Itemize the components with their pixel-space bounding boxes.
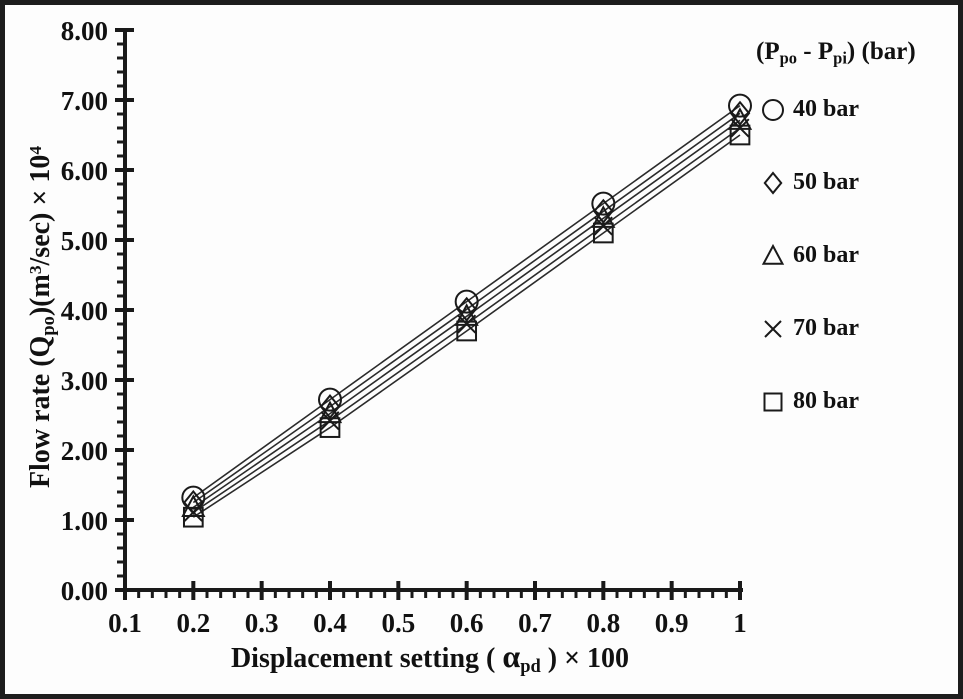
legend-item-label: 70 bar (793, 315, 859, 341)
legend-item-label: 40 bar (793, 96, 859, 122)
legend: (Ppo - Ppi) (bar) 40 bar 50 bar 60 bar 70 b… (756, 38, 956, 414)
y-tick-label: 4.00 (61, 296, 108, 326)
legend-title: (Ppo - Ppi) (bar) (756, 38, 916, 68)
cross-marker-icon (730, 118, 750, 138)
diamond-marker-icon (763, 170, 783, 195)
y-tick-label: 7.00 (61, 86, 108, 116)
x-axis-title: Displacement setting ( αpd ) × 100 (230, 638, 630, 677)
axis-lines (123, 28, 743, 592)
circle-marker-icon (728, 93, 752, 118)
legend-item-label: 80 bar (793, 388, 859, 414)
x-tick-label: 0.5 (381, 608, 415, 638)
legend-item-80-bar: 80 bar (760, 365, 859, 438)
square-marker-icon (592, 222, 614, 244)
y-axis-title-subscript: po (37, 316, 58, 336)
cross-legend-icon (764, 319, 782, 338)
legend-item-label: 50 bar (793, 169, 859, 195)
y-tick-label: 8.00 (61, 16, 108, 46)
circle-marker-icon (318, 387, 342, 412)
series-line-40-bar (192, 104, 741, 499)
triangle-marker-icon (317, 400, 343, 424)
circle-marker-icon (762, 98, 784, 121)
cross-marker-icon (593, 216, 613, 236)
cross-marker-icon (183, 502, 203, 522)
x-axis-title-text: Displacement setting ( (230, 643, 503, 674)
y-axis-title-text: Flow rate (Q (24, 335, 56, 489)
y-tick-label: 2.00 (61, 436, 108, 466)
diamond-marker-icon (593, 198, 614, 224)
diamond-marker-icon (456, 296, 477, 322)
y-axis-title-superscript-3: 3 (26, 265, 45, 275)
y-tick-label: 6.00 (61, 156, 108, 186)
x-tick-label: 0.9 (655, 608, 689, 638)
x-tick-label: 0.4 (313, 608, 347, 638)
x-tick-label: 0.2 (176, 608, 210, 638)
legend-item-label: 60 bar (793, 242, 859, 268)
diamond-legend-icon (763, 170, 783, 195)
series-line-80-bar (192, 134, 741, 518)
y-tick-label: 0.00 (61, 576, 108, 606)
square-marker-icon (763, 392, 783, 411)
legend-item-40-bar: 40 bar (760, 73, 859, 146)
square-marker-icon (319, 417, 341, 438)
cross-marker-icon (457, 314, 477, 334)
x-tick-label: 0.6 (450, 608, 484, 638)
square-marker-icon (456, 320, 478, 342)
cross-marker-icon (320, 411, 340, 431)
x-tick-label: 0.1 (108, 608, 142, 638)
triangle-marker-icon (761, 243, 785, 265)
x-axis-title-subscript: pd (520, 656, 541, 677)
circle-legend-icon (762, 98, 784, 121)
legend-items: 40 bar 50 bar 60 bar 70 bar 80 bar (760, 73, 859, 438)
x-tick-label: 0.7 (518, 608, 552, 638)
circle-marker-icon (591, 191, 616, 216)
square-marker-icon (729, 124, 751, 146)
x-tick-label: 1 (733, 608, 747, 638)
y-tick-label: 1.00 (61, 506, 108, 536)
legend-item-50-bar: 50 bar (760, 146, 859, 219)
y-tick-label: 5.00 (61, 226, 108, 256)
triangle-legend-icon (761, 243, 785, 265)
y-axis-title: Flow rate (Qpo)(m3/sec) × 104 (24, 145, 58, 489)
diamond-marker-icon (729, 100, 751, 126)
series-line-60-bar (192, 119, 741, 509)
legend-item-60-bar: 60 bar (760, 219, 859, 292)
y-tick-label: 3.00 (61, 366, 108, 396)
y-axis-title-superscript-4: 4 (26, 145, 45, 155)
legend-item-70-bar: 70 bar (760, 292, 859, 365)
cross-marker-icon (764, 319, 782, 338)
series-line-50-bar (192, 112, 741, 504)
alpha-symbol: α (502, 638, 521, 674)
x-tick-label: 0.3 (245, 608, 279, 638)
circle-marker-icon (454, 289, 479, 314)
square-legend-icon (763, 392, 783, 411)
square-marker-icon (182, 506, 204, 528)
x-tick-label: 0.8 (586, 608, 620, 638)
